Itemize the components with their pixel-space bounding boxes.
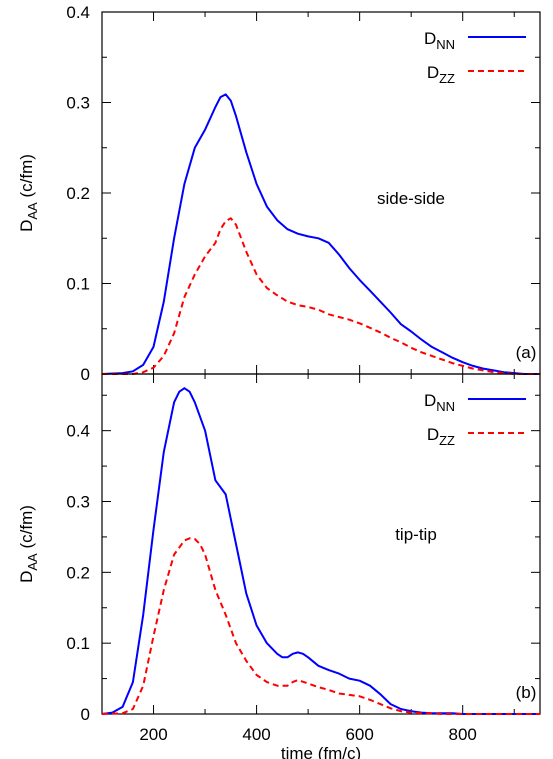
y-axis-label: DAA (c/fm) (17, 154, 40, 232)
y-tick-label: 0.1 (66, 634, 90, 653)
legend-label-zz: DZZ (427, 63, 455, 86)
y-axis-label-unit: (c/fm) (17, 154, 36, 202)
y-tick-label: 0.3 (66, 493, 90, 512)
y-axis-label-main: D (17, 571, 36, 583)
x-tick-label: 400 (242, 725, 270, 744)
y-tick-label: 0 (81, 705, 90, 724)
y-tick-label: 0.2 (66, 184, 90, 203)
panel-annotation: tip-tip (395, 525, 437, 544)
series-line-nn (101, 387, 540, 715)
y-axis-label-sub: AA (25, 202, 40, 220)
y-tick-label: 0.4 (66, 422, 90, 441)
y-axis-label-main: D (17, 220, 36, 232)
panel-b-tip-tip: 0 0.1 0.2 0.3 0.4 200 400 600 800 time (fm/c) DAA … (17, 373, 541, 759)
legend-label-sub: NN (436, 37, 455, 52)
y-tick-label: 0.2 (66, 563, 90, 582)
plot-frame (101, 373, 541, 715)
x-tick-label: 800 (449, 725, 477, 744)
y-axis-label-sub: AA (25, 553, 40, 571)
legend-label-sub: ZZ (439, 71, 455, 86)
series-line-nn (101, 93, 540, 375)
panel-label: (a) (516, 343, 537, 362)
legend-label-zz: DZZ (427, 425, 455, 448)
legend-label-nn: DNN (424, 391, 455, 414)
y-tick-label: 0.3 (66, 94, 90, 113)
y-axis-label: DAA (c/fm) (17, 505, 40, 583)
panel-annotation: side-side (377, 189, 445, 208)
y-tick-label: 0 (81, 365, 90, 384)
legend-label-main: D (427, 425, 439, 444)
x-axis-label: time (fm/c) (281, 744, 361, 759)
y-axis-label-unit: (c/fm) (17, 505, 36, 553)
series-line-zz (102, 217, 540, 375)
legend-label-main: D (424, 391, 436, 410)
series-line-zz (101, 537, 540, 715)
y-tick-label: 0.1 (66, 275, 90, 294)
x-tick-label: 600 (345, 725, 373, 744)
panel-label: (b) (516, 683, 537, 702)
y-tick-label: 0.4 (66, 3, 90, 22)
legend-label-main: D (424, 29, 436, 48)
legend-label-sub: ZZ (439, 433, 455, 448)
legend-label-main: D (427, 63, 439, 82)
legend-label-sub: NN (436, 399, 455, 414)
x-tick-label: 200 (139, 725, 167, 744)
legend-label-nn: DNN (424, 29, 455, 52)
plot-frame (101, 11, 541, 375)
